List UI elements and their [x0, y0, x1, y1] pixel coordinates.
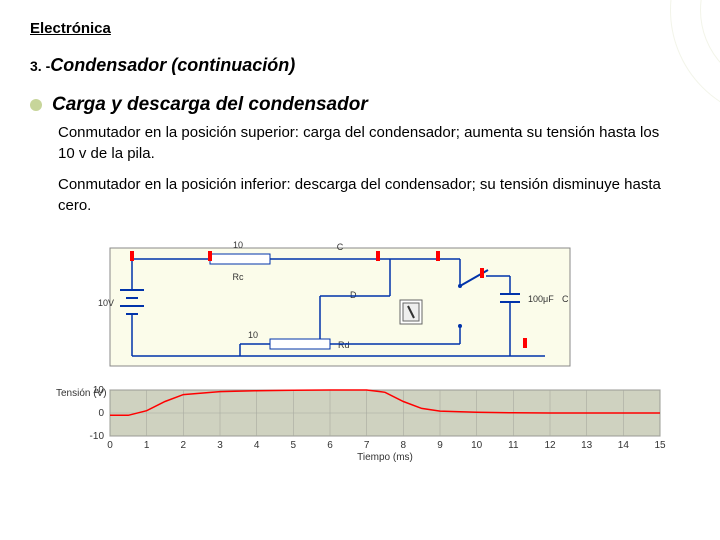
svg-text:D: D [350, 290, 357, 300]
svg-text:7: 7 [364, 440, 370, 451]
svg-text:100μF: 100μF [528, 294, 554, 304]
svg-text:10: 10 [93, 385, 105, 396]
svg-text:3: 3 [217, 440, 223, 451]
svg-text:Rd: Rd [338, 340, 350, 350]
paragraph-1: Conmutador en la posición superior: carg… [58, 122, 668, 164]
svg-text:11: 11 [508, 440, 519, 451]
circuit-diagram: 10 Rc C 100μF C 10V D 10 Rd [90, 226, 690, 376]
section-prefix: 3. - [30, 58, 50, 74]
svg-text:14: 14 [618, 440, 630, 451]
svg-text:9: 9 [437, 440, 443, 451]
svg-text:10V: 10V [98, 298, 114, 308]
svg-text:C: C [562, 294, 569, 304]
svg-text:10: 10 [248, 330, 258, 340]
svg-text:1: 1 [144, 440, 150, 451]
svg-text:10: 10 [471, 440, 483, 451]
svg-text:0: 0 [98, 408, 104, 419]
bullet-icon [30, 99, 42, 111]
svg-text:0: 0 [107, 440, 113, 451]
svg-text:15: 15 [654, 440, 666, 451]
svg-text:12: 12 [544, 440, 556, 451]
voltage-chart: Tensión (V)-100100123456789101112131415T… [52, 384, 690, 462]
svg-text:-10: -10 [90, 431, 105, 442]
svg-text:Rc: Rc [233, 272, 244, 282]
subsection-title: Carga y descarga del condensador [52, 94, 368, 116]
page-title: Electrónica [30, 20, 690, 37]
section-title-text: Condensador (continuación) [50, 55, 295, 75]
svg-text:5: 5 [291, 440, 297, 451]
svg-text:Tiempo (ms): Tiempo (ms) [357, 452, 413, 462]
svg-text:13: 13 [581, 440, 593, 451]
paragraph-2: Conmutador en la posición inferior: desc… [58, 174, 668, 216]
svg-text:4: 4 [254, 440, 260, 451]
svg-text:2: 2 [181, 440, 187, 451]
svg-text:10: 10 [233, 240, 243, 250]
svg-text:6: 6 [327, 440, 333, 451]
section-title: 3. -Condensador (continuación) [30, 55, 690, 76]
svg-text:C: C [337, 242, 344, 252]
svg-text:8: 8 [401, 440, 407, 451]
